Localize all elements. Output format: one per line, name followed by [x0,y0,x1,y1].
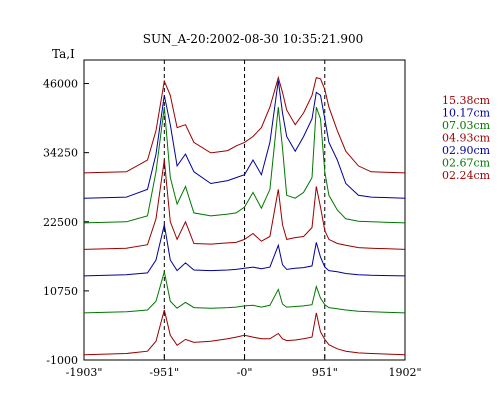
legend: 15.38cm10.17cm07.03cm04.93cm02.90cm02.67… [442,94,491,182]
series-line-07-03cm [83,106,406,224]
legend-entry: 07.03cm [442,119,491,132]
chart-title: SUN_A-20:2002-08-30 10:35:21.900 [143,32,363,46]
series-group [83,75,406,356]
x-tick-label: 951" [312,366,338,379]
series-line-02-24cm [83,309,406,356]
y-tick-label: 22500 [43,216,78,229]
y-tick-label: 34250 [43,147,78,160]
series-line-10-17cm [83,80,406,199]
legend-entry: 02.24cm [442,169,491,182]
series-line-02-90cm [83,224,406,277]
x-tick-label: -1903" [66,366,103,379]
x-tick-label: -0" [237,366,253,379]
legend-entry: 02.67cm [442,157,491,170]
legend-entry: 04.93cm [442,132,491,145]
y-tick-label: 10750 [43,285,78,298]
x-tick-label: 1902" [388,366,421,379]
series-line-15-38cm [83,75,406,174]
y-axis: 46000 34250 22500 10750 -1000 [43,78,89,367]
series-line-04-93cm [83,159,406,250]
legend-entry: 15.38cm [442,94,491,107]
legend-entry: 02.90cm [442,144,491,157]
series-line-02-67cm [83,271,406,314]
legend-entry: 10.17cm [442,107,491,120]
vertical-markers [163,60,326,360]
x-tick-label: -951" [149,366,179,379]
y-tick-label: -1000 [46,354,78,367]
y-tick-label: 46000 [43,78,78,91]
x-axis: -1903" -951" -0" 951" 1902" [66,355,422,379]
y-axis-label: Ta,I [52,47,75,61]
